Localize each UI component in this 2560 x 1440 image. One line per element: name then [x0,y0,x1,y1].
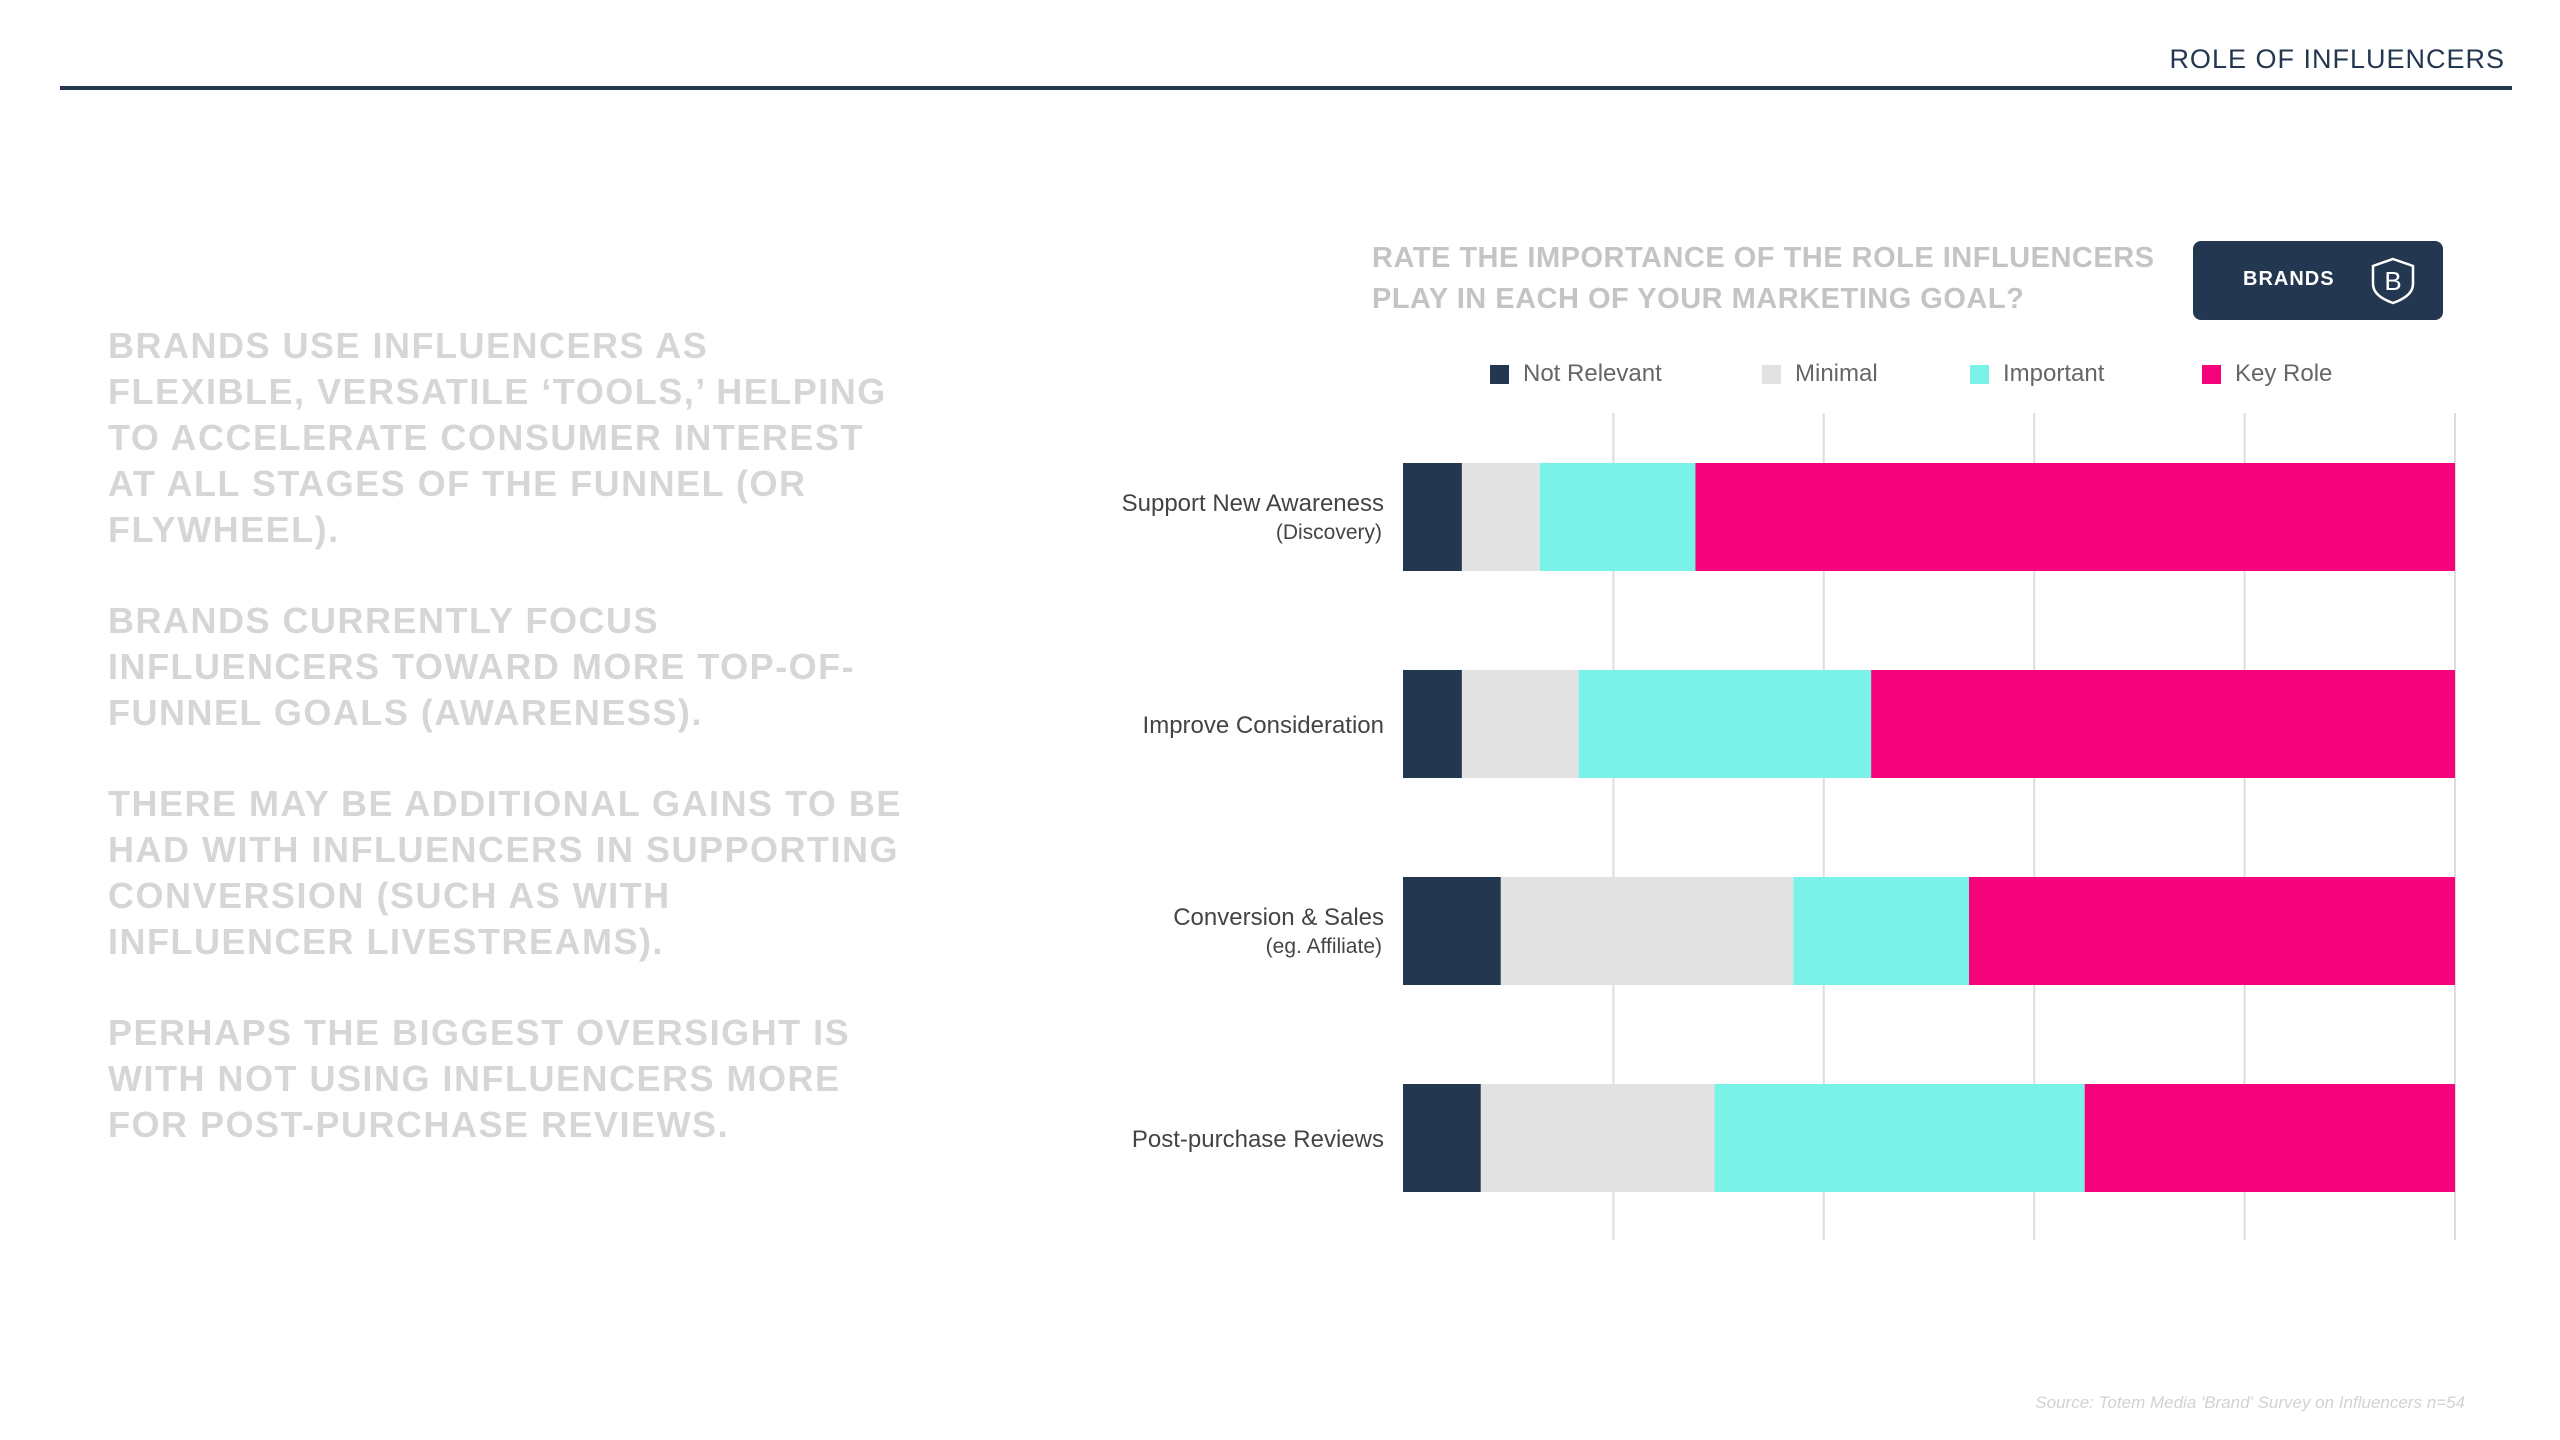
legend-item-not-relevant: Not Relevant [1490,360,1662,388]
bar-segment-minimal-4 [1480,1084,1715,1192]
legend-swatch-important [1970,364,1989,384]
bar-segment-important-2 [1578,670,1872,778]
bar-segment-minimal-1 [1461,463,1540,571]
chart-question: RATE THE IMPORTANCE OF THE ROLE INFLUENC… [1372,238,2172,320]
bar-segment-important-1 [1539,463,1696,571]
body-paragraph-3: THERE MAY BE ADDITIONAL GAINS TO BE HAD … [108,783,902,962]
bar-segment-minimal-3 [1500,877,1794,985]
bar-segment-key-role-3 [1968,877,2455,985]
bar-segment-key-role-2 [1871,670,2455,778]
bar-segment-key-role-1 [1695,463,2455,571]
brands-badge: BRANDS B [2193,241,2443,320]
bar-segment-not-relevant-4 [1403,1084,1481,1192]
legend-swatch-not-relevant [1490,364,1509,384]
bar-segment-key-role-4 [2084,1084,2455,1192]
page-section-title: ROLE OF INFLUENCERS [2169,44,2505,74]
legend-label-important: Important [2003,360,2105,387]
legend-swatch-minimal [1762,364,1781,384]
legend-swatch-key-role [2202,364,2221,384]
body-paragraph-1: BRANDS USE INFLUENCERS AS FLEXIBLE, VERS… [108,325,887,550]
legend-label-minimal: Minimal [1795,360,1878,387]
category-sublabel-1: (Discovery) [1276,521,1382,544]
b-shield-icon: B [2371,257,2415,305]
legend-item-minimal: Minimal [1762,360,1878,388]
bar-segment-important-4 [1714,1084,2085,1192]
legend-label-not-relevant: Not Relevant [1523,360,1662,387]
chart-question-line-2: PLAY IN EACH OF YOUR MARKETING GOAL? [1372,283,2025,315]
bar-segment-important-3 [1793,877,1969,985]
category-sublabel-3: (eg. Affiliate) [1266,935,1382,958]
body-paragraph-4: PERHAPS THE BIGGEST OVERSIGHT IS WITH NO… [108,1012,851,1145]
category-label-2: Improve Consideration [1143,712,1384,739]
body-copy: BRANDS USE INFLUENCERS AS FLEXIBLE, VERS… [108,323,908,1193]
bar-segment-not-relevant-3 [1403,877,1501,985]
legend-item-key-role: Key Role [2202,360,2332,388]
category-label-3: Conversion & Sales [1173,904,1384,931]
body-paragraph-2: BRANDS CURRENTLY FOCUS INFLUENCERS TOWAR… [108,600,856,733]
legend-label-key-role: Key Role [2235,360,2333,387]
category-label-1: Support New Awareness [1122,490,1384,517]
category-label-4: Post-purchase Reviews [1132,1126,1384,1153]
bar-segment-not-relevant-2 [1403,670,1462,778]
bar-segment-minimal-2 [1461,670,1579,778]
legend-item-important: Important [1970,360,2104,388]
source-note: Source: Totem Media 'Brand' Survey on In… [2035,1393,2465,1412]
header-divider [60,86,2512,90]
bar-segment-not-relevant-1 [1403,463,1462,571]
badge-label: BRANDS [2243,268,2335,290]
badge-icon-letter: B [2384,266,2401,296]
chart-question-line-1: RATE THE IMPORTANCE OF THE ROLE INFLUENC… [1372,242,2155,274]
